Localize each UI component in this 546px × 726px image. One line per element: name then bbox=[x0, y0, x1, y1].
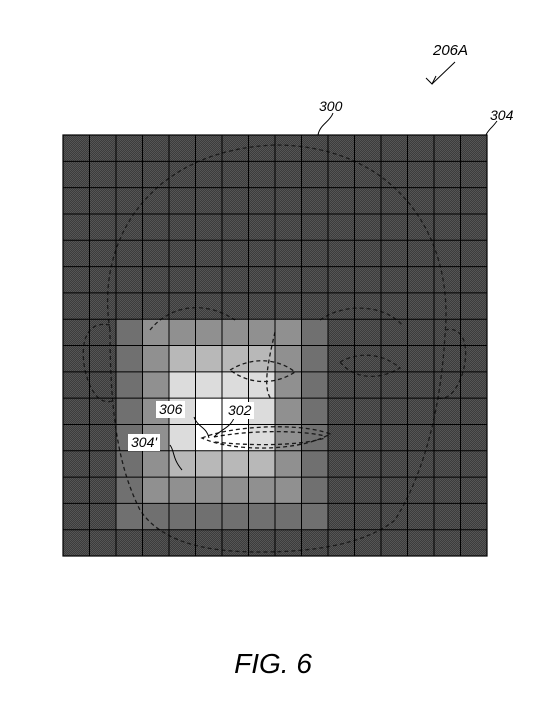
heatmap-cell bbox=[143, 477, 170, 503]
heatmap-cell bbox=[169, 372, 196, 398]
heatmap-cell bbox=[302, 451, 329, 477]
heatmap-cell bbox=[116, 477, 143, 503]
heatmap-cell bbox=[249, 372, 276, 398]
heatmap-cell bbox=[275, 346, 302, 372]
heatmap-cell bbox=[116, 372, 143, 398]
point-reference-label: 306 bbox=[156, 401, 185, 418]
heatmap-cell bbox=[143, 372, 170, 398]
heatmap-cell bbox=[116, 451, 143, 477]
heatmap-cell bbox=[143, 346, 170, 372]
heatmap-cell bbox=[169, 346, 196, 372]
heatmap-cell bbox=[302, 346, 329, 372]
heatmap-cell bbox=[169, 477, 196, 503]
heatmap-cell bbox=[196, 372, 223, 398]
heatmap-cell bbox=[116, 398, 143, 424]
heatmap-cell bbox=[222, 346, 249, 372]
heatmap-cell bbox=[275, 477, 302, 503]
heatmap-cell bbox=[302, 372, 329, 398]
heatmap-cell bbox=[169, 319, 196, 345]
heatmap-cell bbox=[196, 503, 223, 529]
heatmap-cell bbox=[275, 319, 302, 345]
figure-number-label: 206A bbox=[433, 42, 468, 59]
heatmap-cell bbox=[169, 503, 196, 529]
heatmap-cell bbox=[302, 319, 329, 345]
cell-reference-label: 304' bbox=[128, 434, 160, 451]
heatmap-cell bbox=[196, 319, 223, 345]
heatmap-cell bbox=[116, 346, 143, 372]
heatmap-cell bbox=[302, 503, 329, 529]
heatmap-cell bbox=[143, 451, 170, 477]
heatmap-cell bbox=[249, 477, 276, 503]
heatmap-cell bbox=[275, 503, 302, 529]
heatmap-cell bbox=[302, 477, 329, 503]
heatmap-cell bbox=[249, 319, 276, 345]
grid-reference-label: 304 bbox=[490, 107, 513, 123]
heatmap-cell bbox=[275, 451, 302, 477]
heatmap-cell bbox=[222, 503, 249, 529]
heatmap-cell bbox=[275, 398, 302, 424]
heatmap-cell bbox=[143, 503, 170, 529]
heatmap-cell bbox=[222, 372, 249, 398]
heatmap-cell bbox=[196, 477, 223, 503]
heatmap-cell bbox=[302, 398, 329, 424]
heatmap-cell bbox=[196, 451, 223, 477]
heatmap-cell bbox=[222, 319, 249, 345]
image-reference-label: 300 bbox=[319, 98, 342, 114]
heatmap-cell bbox=[222, 451, 249, 477]
heatmap-cell bbox=[222, 477, 249, 503]
heatmap-cell bbox=[196, 346, 223, 372]
heatmap-cell bbox=[249, 503, 276, 529]
figure-caption: FIG. 6 bbox=[0, 648, 546, 680]
heatmap-cell bbox=[169, 424, 196, 450]
heatmap-cell bbox=[249, 451, 276, 477]
heatmap-cell bbox=[116, 319, 143, 345]
region-reference-label: 302 bbox=[225, 402, 254, 419]
heatmap-cell bbox=[169, 451, 196, 477]
heatmap-cell bbox=[275, 372, 302, 398]
heatmap-cell bbox=[196, 398, 223, 424]
